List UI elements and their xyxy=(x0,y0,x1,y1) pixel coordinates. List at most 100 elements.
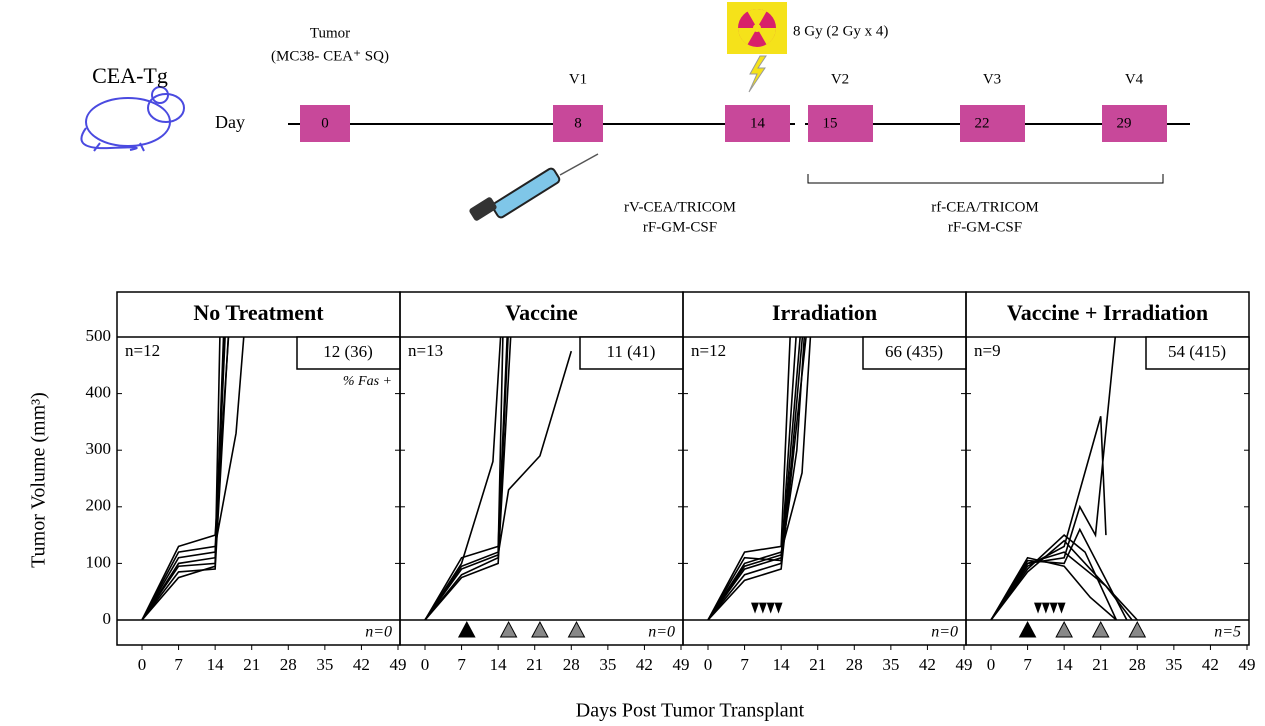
x-tick-label: 0 xyxy=(421,655,430,674)
x-tick-label: 42 xyxy=(1202,655,1219,674)
x-tick-label: 14 xyxy=(490,655,508,674)
vaccine-marker xyxy=(1091,620,1110,638)
irradiation-marker xyxy=(1049,602,1058,614)
boost-label: rf-CEA/TRICOM xyxy=(931,199,1039,215)
n-label: n=12 xyxy=(125,341,160,360)
tumor-growth-line xyxy=(990,416,1107,620)
x-tick-label: 42 xyxy=(636,655,653,674)
x-tick-label: 42 xyxy=(919,655,936,674)
x-tick-label: 35 xyxy=(316,655,333,674)
tumor-growth-line xyxy=(707,337,801,620)
x-tick-label: 49 xyxy=(1239,655,1256,674)
x-tick-label: 28 xyxy=(846,655,863,674)
panel-frame xyxy=(965,291,1250,646)
count-label: 11 (41) xyxy=(607,342,656,361)
prime-label: rF-GM-CSF xyxy=(643,219,717,235)
day-box xyxy=(808,105,873,142)
panel-title: Vaccine + Irradiation xyxy=(1007,300,1208,325)
x-tick-label: 7 xyxy=(457,655,466,674)
x-tick-label: 28 xyxy=(1129,655,1146,674)
tumor-growth-line xyxy=(141,337,226,620)
x-tick-label: 42 xyxy=(353,655,370,674)
plot-area xyxy=(990,337,1138,620)
day-label: Day xyxy=(215,112,245,132)
count-label: 66 (435) xyxy=(885,342,943,361)
x-tick-label: 14 xyxy=(773,655,791,674)
n-label: n=9 xyxy=(974,341,1001,360)
n-label: n=12 xyxy=(691,341,726,360)
x-tick-label: 28 xyxy=(280,655,297,674)
count-label: 12 (36) xyxy=(323,342,373,361)
x-tick-label: 49 xyxy=(673,655,690,674)
y-tick-label: 400 xyxy=(86,383,112,402)
count-box xyxy=(862,336,967,370)
tumor-growth-line xyxy=(141,337,230,620)
day-value: 15 xyxy=(823,115,838,131)
count-box xyxy=(1145,336,1250,370)
irradiation-marker xyxy=(751,602,760,614)
x-tick-label: 21 xyxy=(809,655,826,674)
tumor-growth-line xyxy=(141,337,221,620)
x-tick-label: 0 xyxy=(138,655,147,674)
model-label: CEA-Tg xyxy=(92,63,168,88)
vaccination-label: V1 xyxy=(569,71,587,87)
x-tick-label: 49 xyxy=(956,655,973,674)
x-tick-label: 28 xyxy=(563,655,580,674)
day-box xyxy=(553,105,603,142)
vaccine-marker xyxy=(1018,620,1037,638)
panel-title: Irradiation xyxy=(772,300,877,325)
panel-title: No Treatment xyxy=(193,300,324,325)
n-label: n=13 xyxy=(408,341,443,360)
tumor-growth-line xyxy=(424,350,573,620)
tumor-detail: (MC38- CEA⁺ SQ) xyxy=(271,48,389,64)
vaccine-marker xyxy=(499,620,518,638)
y-tick-label: 500 xyxy=(86,326,112,345)
x-tick-label: 21 xyxy=(243,655,260,674)
x-tick-label: 7 xyxy=(740,655,749,674)
x-tick-label: 14 xyxy=(1056,655,1074,674)
x-axis-label: Days Post Tumor Transplant xyxy=(576,700,805,722)
vaccination-label: V2 xyxy=(831,71,849,87)
vaccine-marker xyxy=(1128,620,1147,638)
bottom-n-label: n=0 xyxy=(648,624,675,641)
x-tick-label: 7 xyxy=(1023,655,1032,674)
y-axis-label: Tumor Volume (mm³) xyxy=(28,392,50,568)
vaccination-label: V4 xyxy=(1125,71,1144,87)
plot-area xyxy=(707,337,812,620)
day-box xyxy=(1102,105,1167,142)
y-tick-label: 200 xyxy=(86,496,112,515)
y-tick-label: 0 xyxy=(103,609,112,628)
vaccine-marker xyxy=(457,620,476,638)
x-tick-label: 21 xyxy=(1092,655,1109,674)
tumor-growth-line xyxy=(990,527,1128,620)
x-tick-label: 14 xyxy=(207,655,225,674)
tumor-growth-line xyxy=(424,337,509,620)
y-tick-label: 100 xyxy=(86,552,112,571)
boost-label: rF-GM-CSF xyxy=(948,219,1022,235)
day-box xyxy=(960,105,1025,142)
x-tick-label: 49 xyxy=(390,655,407,674)
vaccination-label: V3 xyxy=(983,71,1001,87)
tumor-growth-line xyxy=(990,551,1133,620)
day-box xyxy=(725,105,790,142)
vaccine-marker xyxy=(567,620,586,638)
irradiation-marker xyxy=(766,602,775,614)
mouse-icon xyxy=(80,86,185,152)
radiation-icon xyxy=(727,2,787,93)
radiation-label: 8 Gy (2 Gy x 4) xyxy=(793,23,888,39)
tumor-growth-line xyxy=(141,337,226,620)
tumor-growth-line xyxy=(424,337,512,620)
irradiation-marker xyxy=(774,602,783,614)
x-tick-label: 35 xyxy=(599,655,616,674)
vaccine-marker xyxy=(531,620,549,638)
count-label: 54 (415) xyxy=(1168,342,1226,361)
tumor-growth-line xyxy=(990,556,1117,620)
tumor-growth-line xyxy=(707,337,791,620)
x-tick-label: 35 xyxy=(882,655,899,674)
tumor-growth-line xyxy=(424,337,502,620)
syringe-icon xyxy=(469,153,599,221)
vaccine-marker xyxy=(1055,620,1073,638)
x-tick-label: 35 xyxy=(1165,655,1182,674)
